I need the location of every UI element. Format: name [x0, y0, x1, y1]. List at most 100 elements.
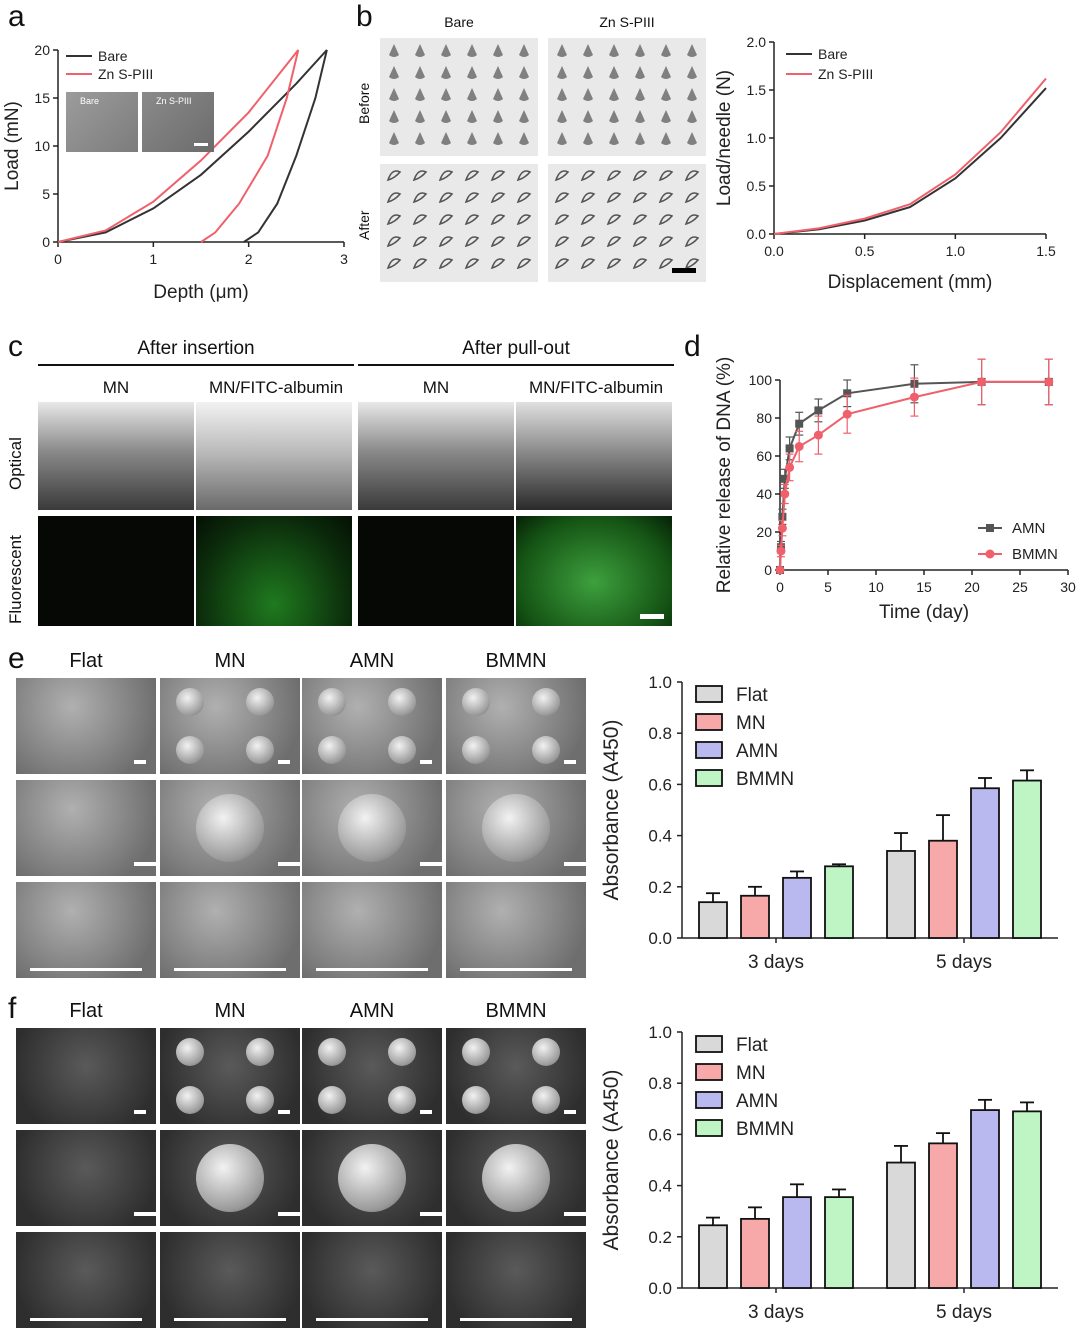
f-sem-image: [446, 1130, 586, 1226]
y-tick-label: 60: [756, 448, 772, 464]
scale-bar: [316, 968, 428, 971]
needle: [386, 214, 402, 226]
bar: [782, 876, 812, 939]
x-tick-label: 20: [964, 579, 980, 595]
scale-bar: [564, 1110, 576, 1114]
needle: [635, 132, 645, 145]
legend-label: Zn S-PIII: [818, 66, 873, 82]
needle: [658, 236, 674, 248]
data-point: [775, 565, 785, 575]
y-tick-label: 20: [756, 524, 772, 540]
scale-bar: [278, 1212, 300, 1216]
needle: [441, 88, 451, 101]
scale-bar: [174, 968, 286, 971]
scale-bar: [460, 1318, 572, 1321]
legend-swatch: [695, 741, 723, 759]
b-row-after: After: [356, 210, 372, 240]
needle: [661, 88, 671, 101]
panel-label-e: e: [8, 642, 25, 675]
f-sem-image: [446, 1232, 586, 1328]
c-row-optical: Optical: [6, 437, 25, 490]
microneedle: [462, 736, 490, 764]
y-tick-label: 0.4: [648, 827, 672, 846]
c-divider: [38, 364, 354, 366]
needle: [464, 170, 480, 182]
legend-label: Bare: [98, 48, 128, 64]
microneedle: [462, 688, 490, 716]
bar: [698, 1224, 728, 1289]
needle: [386, 192, 402, 204]
legend-label: AMN: [736, 1091, 778, 1112]
needle: [684, 170, 700, 182]
needle: [609, 44, 619, 57]
f-col-mn: MN: [214, 1000, 246, 1022]
scale-bar: [420, 1212, 442, 1216]
chart-e: 0.0 0.2 0.4 0.6 0.8 1.0 Absorbance (A450) 3 day…: [600, 673, 1058, 973]
needle: [583, 132, 593, 145]
panel-label-d: d: [684, 330, 701, 363]
needle: [687, 88, 697, 101]
needle: [635, 66, 645, 79]
needle: [493, 88, 503, 101]
panel-label-c: c: [8, 330, 23, 363]
chart-d: 0 20 40 60 80 100 0 5 10 15 20 25 30 Time (day) Relati…: [714, 357, 1076, 623]
bar: [1012, 779, 1042, 939]
microneedle: [176, 688, 204, 716]
needle: [441, 44, 451, 57]
y-tick-label: 40: [756, 486, 772, 502]
needle: [415, 110, 425, 123]
b-before-zn-image: [548, 38, 706, 156]
inset-bare-label: Bare: [80, 96, 100, 106]
series-line: [773, 77, 1047, 235]
f-sem-image: [160, 1130, 300, 1226]
inset-zn-label: Zn S-PIII: [156, 96, 192, 106]
microneedle: [532, 1038, 560, 1066]
x-tick-label: 0: [54, 251, 62, 267]
y-tick-label: 0.5: [747, 178, 767, 194]
c-col-fitc2: MN/FITC-albumin: [528, 378, 664, 397]
needle: [635, 88, 645, 101]
y-tick-label: 0.0: [747, 226, 767, 242]
microneedle: [246, 1038, 274, 1066]
inset-bare-image: Bare: [66, 92, 138, 152]
needle: [389, 88, 399, 101]
c-fluo-mn-image: [38, 516, 194, 626]
x-axis-label: Displacement (mm): [828, 272, 993, 293]
needle: [490, 170, 506, 182]
f-sem-image: [302, 1028, 442, 1124]
bar: [824, 1196, 854, 1289]
needle: [609, 132, 619, 145]
bar: [782, 1196, 812, 1289]
needle: [583, 66, 593, 79]
needle: [658, 170, 674, 182]
scale-bar: [30, 1318, 142, 1321]
legend-label: Flat: [736, 685, 768, 706]
legend-label: MN: [736, 713, 766, 734]
needle: [557, 44, 567, 57]
data-point: [785, 462, 795, 472]
needle: [386, 236, 402, 248]
e-col-mn: MN: [214, 650, 246, 672]
needle: [635, 110, 645, 123]
needle: [438, 192, 454, 204]
needle: [687, 132, 697, 145]
needle: [493, 110, 503, 123]
y-tick-label: 0.6: [648, 1125, 672, 1144]
data-point: [794, 442, 804, 451]
y-tick-label: 0.2: [648, 1228, 672, 1247]
scale-bar: [564, 760, 576, 764]
f-sem-image: [302, 1130, 442, 1226]
needle: [412, 192, 428, 204]
needle: [632, 170, 648, 182]
needle: [606, 214, 622, 226]
e-sem-image: [302, 882, 442, 978]
microneedle: [246, 688, 274, 716]
needle: [467, 88, 477, 101]
y-tick-label: 0.4: [648, 1177, 672, 1196]
data-point: [780, 474, 789, 483]
legend-swatch: [695, 1063, 723, 1081]
legend-marker: [986, 524, 994, 532]
c-fluo-fitc2-image: [516, 516, 672, 626]
b-before-bare-image: [380, 38, 538, 156]
y-tick-label: 100: [749, 372, 773, 388]
